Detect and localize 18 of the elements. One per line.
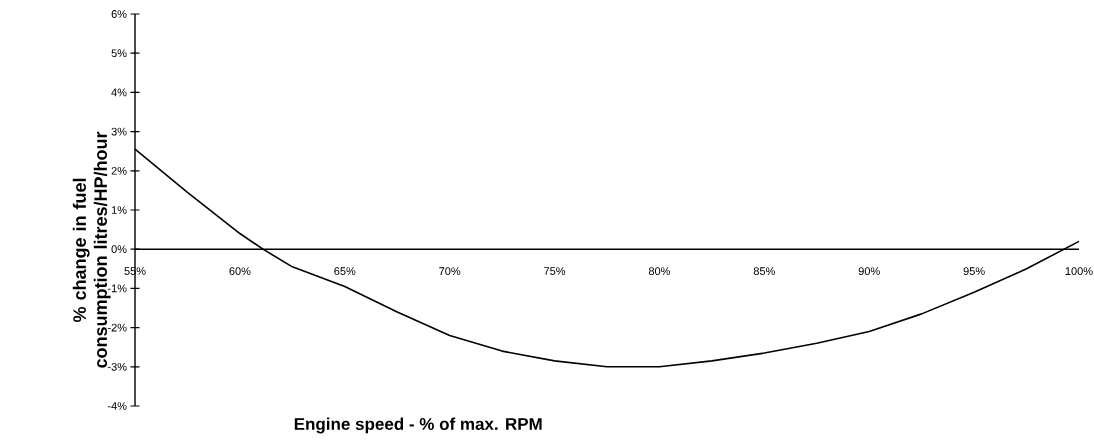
x-tick-label: 65% bbox=[334, 267, 356, 276]
y-tick-label: 1% bbox=[111, 206, 127, 214]
x-tick-label: 90% bbox=[858, 267, 880, 276]
x-tick-label: 80% bbox=[648, 267, 671, 276]
y-tick-label: 0% bbox=[111, 245, 127, 254]
x-tick-label: 85% bbox=[753, 267, 775, 276]
y-tick-label: 6% bbox=[111, 10, 127, 18]
y-tick-label: 2% bbox=[111, 166, 127, 175]
x-tick-label: 60% bbox=[229, 267, 251, 276]
x-tick-label: 95% bbox=[963, 267, 985, 276]
x-axis-title: Engine speed - % of max. RPM bbox=[294, 417, 542, 434]
x-tick-label: 100% bbox=[1065, 267, 1093, 276]
y-tick-label: 4% bbox=[111, 88, 127, 97]
x-tick-label: 75% bbox=[544, 267, 566, 275]
x-tick-label: 70% bbox=[439, 267, 461, 276]
y-tick-label: 5% bbox=[111, 49, 127, 58]
y-tick-label: 3% bbox=[111, 127, 127, 136]
y-tick-label: -4% bbox=[107, 402, 127, 410]
